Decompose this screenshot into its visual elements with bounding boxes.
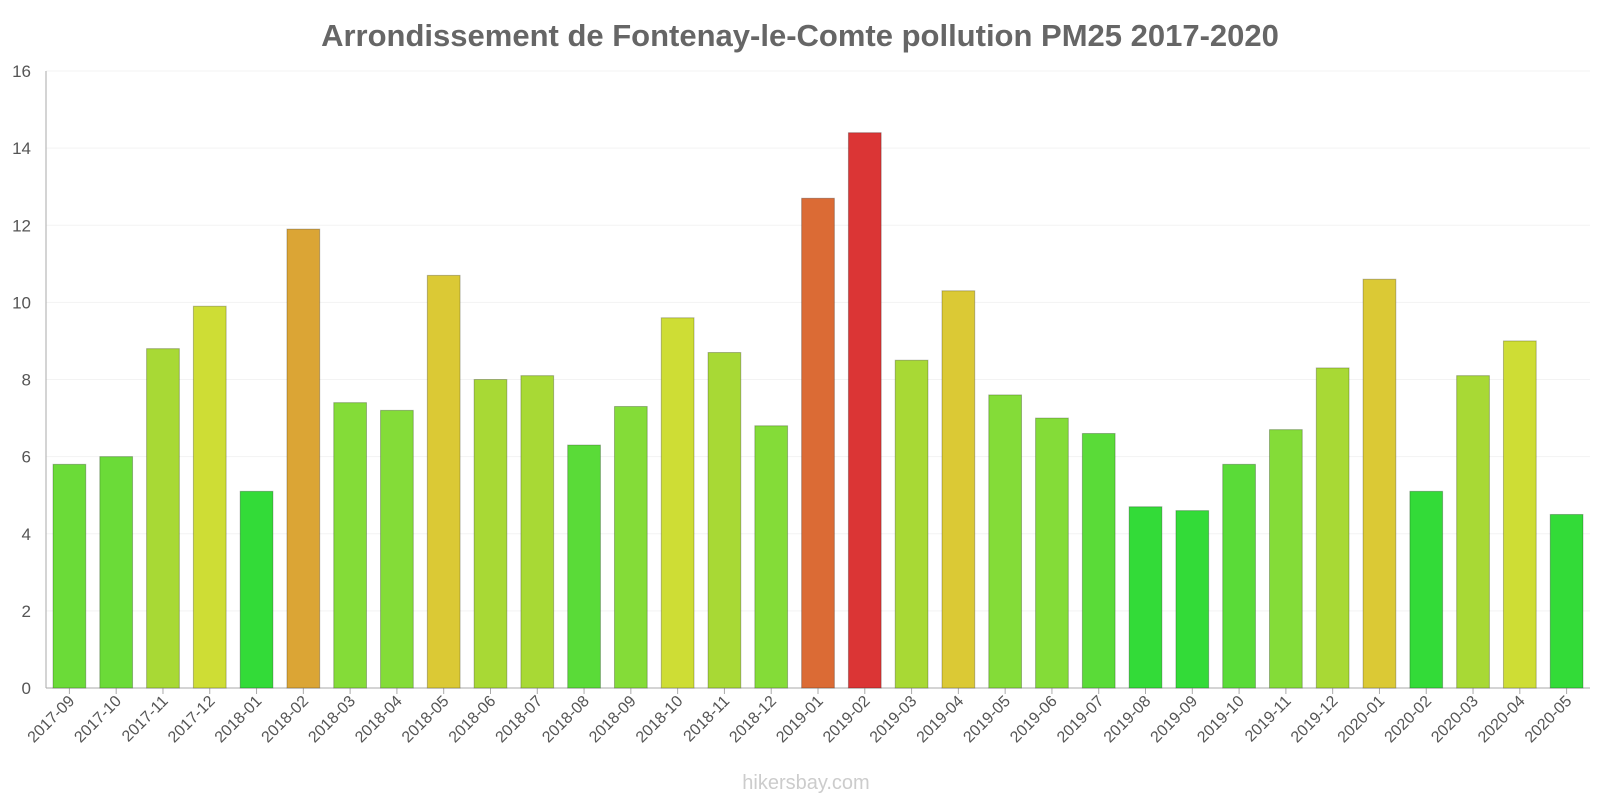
x-tick-labels: 2017-092017-102017-112017-122018-012018-… [25, 693, 1576, 747]
bar-2017-10 [99, 456, 134, 689]
bar-2017-09 [52, 463, 87, 689]
bar-2018-05 [426, 274, 461, 689]
bar-2018-07 [520, 375, 555, 689]
x-tick-label: 2019-12 [1288, 693, 1342, 747]
x-tick-label: 2019-01 [773, 693, 827, 747]
x-tick-label: 2019-09 [1148, 693, 1202, 747]
y-tick-label: 6 [22, 448, 31, 467]
x-tick-label: 2017-12 [165, 693, 219, 747]
x-tick-label: 2019-07 [1054, 693, 1108, 747]
y-tick-label: 14 [12, 139, 31, 158]
bar-2018-01 [239, 490, 274, 689]
x-tick-label: 2019-03 [867, 693, 921, 747]
bar-2018-06 [473, 379, 508, 689]
bar-2017-12 [192, 305, 227, 689]
x-tick-label: 2020-02 [1382, 693, 1436, 747]
bar-2020-05 [1549, 513, 1584, 689]
x-tick-label: 2019-08 [1101, 693, 1155, 747]
bar-2019-11 [1269, 429, 1303, 689]
bar-2019-02 [847, 132, 882, 689]
x-tick-label: 2018-02 [259, 693, 313, 747]
x-tick-label: 2018-10 [633, 693, 687, 747]
bar-2018-03 [333, 402, 367, 689]
bar-2018-12 [754, 425, 789, 689]
x-tick-label: 2018-12 [726, 693, 780, 747]
y-tick-label: 12 [12, 216, 31, 235]
x-tick-label: 2017-11 [119, 693, 172, 746]
bar-2018-11 [707, 352, 742, 689]
x-tick-label: 2017-10 [71, 693, 125, 747]
x-tick-label: 2019-06 [1007, 693, 1061, 747]
bar-2020-03 [1456, 375, 1490, 689]
bar-2018-02 [286, 228, 321, 689]
bar-2019-09 [1175, 510, 1210, 689]
x-tick-label: 2018-09 [586, 693, 640, 747]
y-tick-label: 16 [12, 62, 31, 81]
x-tick-label: 2020-03 [1428, 693, 1482, 747]
y-tick-label: 4 [22, 525, 31, 544]
bar-2017-11 [146, 348, 180, 689]
watermark-text: hikersbay.com [742, 772, 869, 794]
bar-2019-10 [1222, 463, 1256, 689]
bar-2019-06 [1035, 417, 1069, 689]
y-tick-label: 10 [12, 293, 31, 312]
x-tick-label: 2019-11 [1242, 693, 1295, 746]
x-tick-label: 2018-01 [212, 693, 266, 747]
bar-2019-08 [1128, 506, 1163, 689]
x-tick-label: 2018-11 [681, 693, 734, 746]
bar-2020-02 [1409, 490, 1444, 689]
x-tick-label: 2019-05 [960, 693, 1014, 747]
bar-2018-09 [613, 405, 648, 689]
x-tick-label: 2017-09 [25, 693, 79, 747]
bar-2018-04 [380, 409, 414, 689]
x-tick-label: 2019-04 [914, 693, 968, 747]
x-tick-label: 2018-04 [352, 693, 406, 747]
x-tick-label: 2018-08 [539, 693, 593, 747]
bar-2019-07 [1081, 432, 1116, 689]
bar-2018-10 [660, 317, 695, 689]
x-tick-label: 2019-02 [820, 693, 874, 747]
bar-2019-04 [941, 290, 976, 689]
bar-2019-12 [1315, 367, 1350, 689]
x-tick-label: 2019-10 [1194, 693, 1248, 747]
y-tick-label: 2 [22, 602, 31, 621]
bar-2019-03 [894, 359, 929, 689]
bar-2019-01 [801, 197, 835, 689]
y-tick-label: 8 [22, 371, 31, 390]
bar-2019-05 [988, 394, 1023, 689]
bars [52, 132, 1584, 689]
y-tick-labels: 0 2 4 6 8 10 12 14 16 [12, 62, 31, 698]
x-tick-label: 2020-01 [1335, 693, 1389, 747]
x-tick-label: 2018-06 [446, 693, 500, 747]
x-tick-label: 2018-05 [399, 693, 453, 747]
x-tick-label: 2020-04 [1475, 693, 1529, 747]
chart-title: Arrondissement de Fontenay-le-Comte poll… [321, 18, 1279, 53]
bar-2018-08 [567, 444, 601, 689]
y-tick-label: 0 [22, 679, 31, 698]
bar-2020-04 [1502, 340, 1537, 689]
x-tick-label: 2018-07 [493, 693, 547, 747]
x-tick-label: 2020-05 [1522, 693, 1576, 747]
x-tick-label: 2018-03 [305, 693, 359, 747]
bar-2020-01 [1362, 278, 1397, 689]
